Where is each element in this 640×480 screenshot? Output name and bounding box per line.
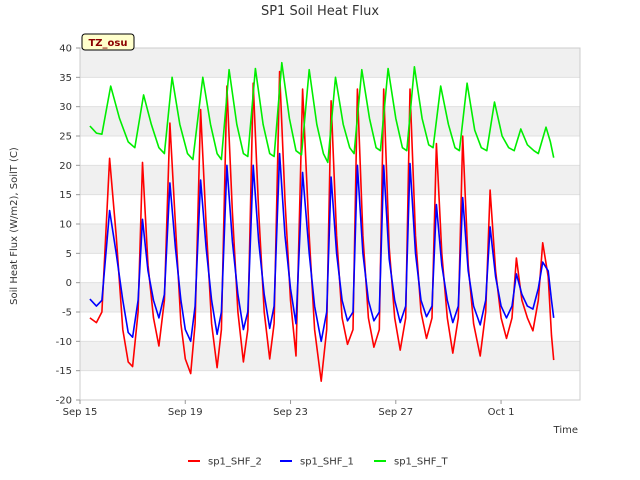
site-badge: TZ_osu xyxy=(81,33,135,51)
site-badge-box xyxy=(81,33,135,51)
y-tick-label: 30 xyxy=(59,102,72,113)
y-tick-label: -15 xyxy=(56,366,72,377)
y-tick-label: 25 xyxy=(59,132,72,143)
grid-band xyxy=(80,341,580,371)
site-badge-label: TZ_osu xyxy=(88,38,127,49)
y-axis-label: Soil Heat Flux (W/m2), SoilT (C) xyxy=(9,147,20,305)
x-axis-ticks: Sep 15 Sep 19 Sep 23 Sep 27 Oct 1 xyxy=(63,400,515,418)
y-tick-label: 35 xyxy=(59,73,72,84)
y-tick-label: 20 xyxy=(59,161,72,172)
y-tick-label: -10 xyxy=(56,337,72,348)
series-lines xyxy=(89,61,555,382)
x-tick-label: Sep 15 xyxy=(63,407,98,418)
x-axis-label: Time xyxy=(553,425,578,436)
legend-label-sp1_SHF_1: sp1_SHF_1 xyxy=(300,457,354,468)
y-tick-label: 40 xyxy=(59,44,72,55)
legend: sp1_SHF_2 sp1_SHF_1 sp1_SHF_T xyxy=(188,457,449,468)
y-axis-ticks: -20 -15 -10 -5 0 5 10 15 20 25 30 35 40 xyxy=(56,44,80,407)
chart-title: SP1 Soil Heat Flux xyxy=(261,4,379,19)
y-tick-label: 0 xyxy=(66,278,72,289)
y-tick-label: -5 xyxy=(62,308,72,319)
x-tick-label: Sep 23 xyxy=(273,407,308,418)
y-tick-label: 5 xyxy=(66,249,72,260)
y-tick-label: 15 xyxy=(59,190,72,201)
y-tick-label: -20 xyxy=(56,396,72,407)
y-tick-label: 10 xyxy=(59,220,72,231)
legend-label-sp1_SHF_2: sp1_SHF_2 xyxy=(208,457,262,468)
grid-band xyxy=(80,48,580,78)
legend-label-sp1_SHF_T: sp1_SHF_T xyxy=(394,457,449,468)
series-line-sp1_SHF_T xyxy=(89,61,555,164)
series-line-sp1_SHF_2 xyxy=(89,70,555,382)
series-line-sp1_SHF_1 xyxy=(89,152,555,343)
x-tick-label: Oct 1 xyxy=(488,407,515,418)
x-tick-label: Sep 27 xyxy=(378,407,413,418)
x-tick-label: Sep 19 xyxy=(168,407,203,418)
